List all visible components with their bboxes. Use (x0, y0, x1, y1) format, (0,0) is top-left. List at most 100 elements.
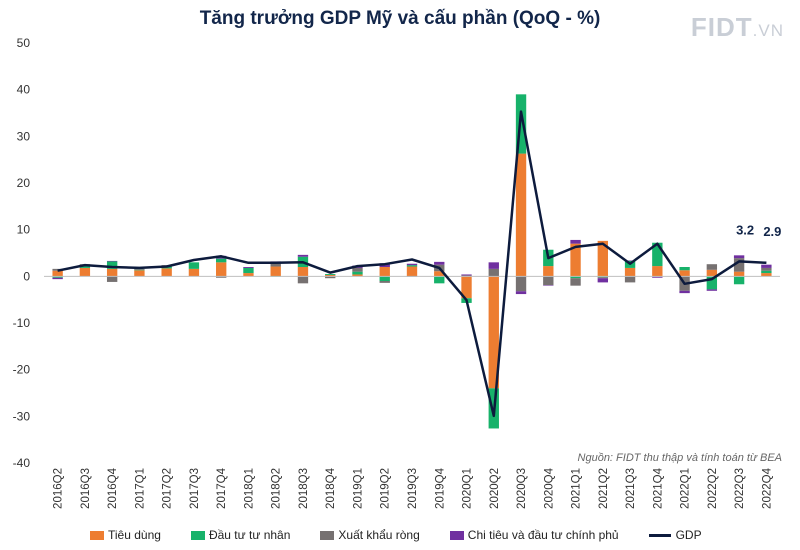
bar-segment (597, 240, 608, 277)
x-tick-label: 2019Q4 (434, 467, 446, 509)
data-label: 2.9 (763, 224, 781, 239)
logo-text: FIDT (690, 12, 753, 42)
y-tick-label: 30 (17, 129, 31, 143)
bar-segment (570, 243, 581, 277)
legend-swatch (449, 530, 464, 540)
legend-item: Tiêu dùng (90, 528, 161, 542)
bar-segment (216, 276, 227, 278)
bar-segment (733, 258, 745, 272)
bar-segment (406, 266, 418, 277)
bar-segment (216, 258, 227, 263)
bar-segment (624, 267, 636, 277)
bar-segment (515, 153, 527, 277)
x-tick-label: 2016Q4 (107, 467, 119, 509)
x-tick-label: 2018Q1 (243, 468, 255, 509)
bar-segment (297, 276, 309, 284)
x-tick-label: 2017Q3 (189, 468, 201, 509)
legend-item: Đầu tư tư nhân (190, 528, 290, 542)
x-tick-label: 2019Q3 (407, 468, 419, 509)
legend-swatch (90, 530, 104, 540)
bar-segment (515, 276, 527, 292)
bar-segment (761, 267, 772, 271)
legend-swatch (320, 530, 335, 540)
legend-label: GDP (675, 528, 702, 542)
bar-segment (761, 273, 772, 277)
bar-segment (515, 291, 527, 295)
y-tick-label: 0 (23, 269, 30, 283)
bar-segment (434, 261, 445, 265)
y-tick-label: 10 (17, 223, 31, 237)
bar-segment (406, 263, 418, 266)
x-tick-label: 2021Q2 (598, 468, 610, 509)
bar-segment (270, 266, 281, 277)
x-tick-label: 2020Q4 (543, 467, 555, 509)
x-tick-label: 2020Q1 (462, 468, 474, 509)
bar-segment (134, 268, 145, 270)
bar-segment (352, 274, 363, 277)
bar-segment (624, 260, 636, 261)
bar-segment (379, 267, 390, 277)
x-tick-label: 2018Q4 (325, 467, 337, 509)
bar-segment (434, 276, 445, 284)
x-tick-label: 2019Q1 (352, 468, 364, 509)
bar-segment (652, 242, 663, 267)
bar-segment (270, 263, 281, 267)
x-tick-label: 2021Q4 (652, 467, 664, 509)
y-tick-label: -20 (13, 363, 31, 377)
bar-segment (570, 276, 581, 279)
x-tick-label: 2019Q2 (380, 468, 392, 509)
bar-segment (706, 264, 718, 270)
x-tick-label: 2022Q2 (707, 468, 719, 509)
legend-label: Tiêu dùng (108, 528, 161, 542)
bar-segment (325, 274, 336, 277)
bar-segment (379, 281, 390, 283)
legend-swatch (190, 530, 205, 540)
bar-segment (297, 254, 309, 257)
x-tick-label: 2022Q1 (680, 468, 692, 509)
bar-segment (106, 261, 118, 269)
bar-segment (134, 269, 145, 271)
x-tick-label: 2020Q3 (516, 468, 528, 509)
bar-segment (161, 268, 172, 277)
bar-segment (488, 276, 499, 389)
bar-segment (52, 277, 63, 280)
y-tick-label: -40 (13, 456, 31, 470)
legend-item: Chi tiêu và đầu tư chính phủ (449, 528, 619, 542)
bar-segment (79, 266, 91, 268)
bar-segment (434, 271, 445, 277)
bar-segment (679, 270, 690, 277)
bar-segment (79, 267, 91, 277)
x-tick-label: 2021Q3 (625, 468, 637, 509)
bar-segment (543, 276, 554, 286)
bar-segment (570, 239, 581, 244)
bar-segment (188, 262, 200, 269)
legend: Tiêu dùng Đầu tư tư nhân Xuất khẩu ròng Chi… (90, 528, 790, 542)
bar-segment (406, 265, 418, 267)
y-tick-label: -10 (13, 316, 31, 330)
bar-segment (297, 267, 309, 277)
bar-segment (325, 276, 336, 279)
x-tick-label: 2020Q2 (489, 468, 501, 509)
bar-segment (570, 278, 581, 286)
legend-item: Xuất khẩu ròng (320, 528, 420, 542)
data-label: 3.2 (736, 222, 754, 237)
x-tick-label: 2022Q3 (734, 468, 746, 509)
bar-segment (706, 276, 718, 290)
x-tick-label: 2017Q1 (134, 468, 146, 509)
bar-segment (52, 276, 63, 278)
bar-segment (733, 255, 745, 259)
bar-segment (543, 285, 554, 286)
bar-segment (706, 289, 718, 291)
legend-swatch (648, 533, 671, 537)
y-tick-label: 20 (17, 176, 31, 190)
bar-segment (352, 267, 363, 272)
y-tick-label: 40 (17, 83, 31, 97)
x-tick-label: 2016Q2 (53, 468, 65, 509)
bar-segment (188, 268, 200, 277)
bar-segment (679, 290, 690, 294)
bar-segment (243, 267, 254, 268)
bar-segment (761, 270, 772, 274)
bar-segment (733, 276, 745, 285)
